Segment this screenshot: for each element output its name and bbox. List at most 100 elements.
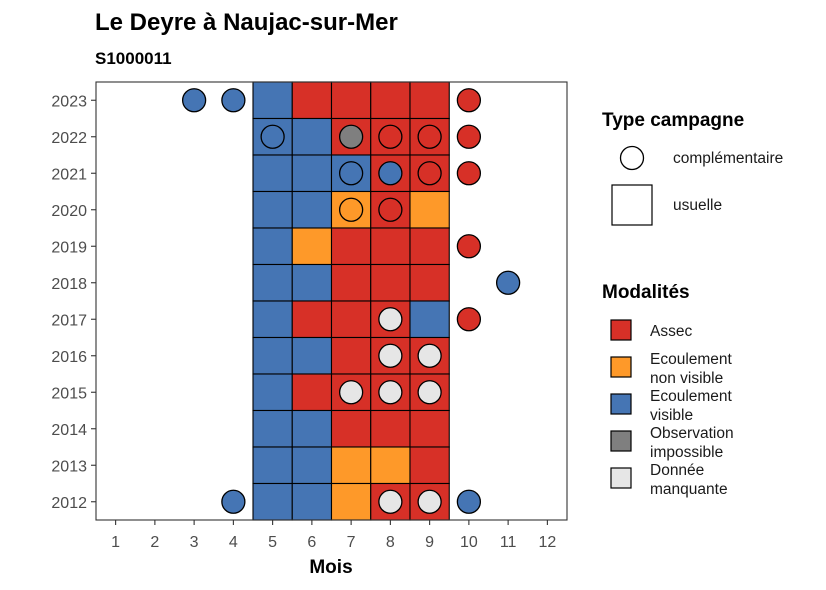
comp-point-2012-9 xyxy=(417,489,442,514)
comp-point-2015-7 xyxy=(338,380,364,405)
usual-cell-2013-9 xyxy=(409,446,450,485)
comp-point-2015-8 xyxy=(378,380,403,405)
usual-cell-2017-5 xyxy=(252,300,293,339)
complementary-points-layer xyxy=(181,88,521,514)
usual-cell-2018-5 xyxy=(252,263,293,302)
usual-cell-2014-8 xyxy=(370,409,411,448)
comp-point-2022-9 xyxy=(417,124,442,149)
chart-title: Le Deyre à Naujac-sur-Mer xyxy=(95,9,398,36)
comp-point-2020-7 xyxy=(338,197,364,222)
legend-complementaire-label: complémentaire xyxy=(673,150,783,167)
legend-label-donnee_manquante: Donnée manquante xyxy=(650,462,728,498)
comp-point-2012-10 xyxy=(456,489,482,514)
usual-cell-2019-8 xyxy=(370,227,411,266)
usual-cell-2013-5 xyxy=(252,446,293,485)
x-tick-label: 1 xyxy=(111,534,120,551)
usual-cell-2020-6 xyxy=(291,190,333,229)
legend-label-ecoulement_visible: Ecoulement visible xyxy=(650,388,733,424)
usual-cell-2012-6 xyxy=(291,482,333,521)
usual-cell-2020-5 xyxy=(252,190,293,229)
comp-point-2023-3 xyxy=(181,88,207,113)
legend-label-observation_impossible: Observation impossible xyxy=(650,425,734,461)
usual-cell-2015-5 xyxy=(252,373,293,412)
usual-cells-layer xyxy=(252,81,450,521)
comp-point-2015-9 xyxy=(417,380,442,405)
y-tick-label: 2020 xyxy=(51,203,87,220)
usual-cell-2013-6 xyxy=(291,446,333,485)
x-tick-label: 10 xyxy=(460,534,478,551)
usual-cell-2023-9 xyxy=(409,81,450,120)
usual-cell-2014-7 xyxy=(330,409,372,448)
legend-key-assec xyxy=(610,319,632,341)
comp-point-2021-9 xyxy=(417,161,442,186)
legend-key-ecoulement_non_visible xyxy=(610,356,632,378)
usual-cell-2014-6 xyxy=(291,409,333,448)
legend-key-ecoulement_visible xyxy=(610,393,632,415)
legend-modalites: Modalités Assec Ecoulement non visibleEcou… xyxy=(602,282,734,498)
comp-point-2022-8 xyxy=(378,124,403,149)
x-tick-label: 9 xyxy=(425,534,434,551)
comp-point-2022-7 xyxy=(338,124,364,149)
usual-cell-2013-8 xyxy=(370,446,411,485)
usual-cell-2021-5 xyxy=(252,154,293,193)
comp-point-2021-7 xyxy=(338,161,364,186)
y-tick-label: 2013 xyxy=(51,458,87,475)
chart-subtitle: S1000011 xyxy=(95,49,172,68)
x-tick-label: 6 xyxy=(307,534,316,551)
usual-cell-2022-6 xyxy=(291,117,333,156)
usual-cell-2014-5 xyxy=(252,409,293,448)
usual-cell-2017-6 xyxy=(291,300,333,339)
x-tick-label: 4 xyxy=(229,534,238,551)
y-tick-label: 2017 xyxy=(51,312,87,329)
comp-point-2018-11 xyxy=(495,270,521,295)
comp-point-2017-8 xyxy=(378,307,403,332)
usual-cell-2013-7 xyxy=(330,446,372,485)
comp-point-2017-10 xyxy=(456,307,482,332)
x-axis-title: Mois xyxy=(309,557,352,578)
x-tick-label: 12 xyxy=(538,534,556,551)
usual-cell-2016-5 xyxy=(252,336,293,375)
x-tick-label: 8 xyxy=(386,534,395,551)
comp-point-2016-8 xyxy=(378,343,403,368)
legend-modalites-title: Modalités xyxy=(602,282,690,303)
legend-type-title: Type campagne xyxy=(602,110,744,131)
comp-point-2023-4 xyxy=(221,88,246,113)
usual-cell-2014-9 xyxy=(409,409,450,448)
plot-border xyxy=(95,81,568,521)
y-tick-label: 2019 xyxy=(51,239,87,256)
legend-usuelle-label: usuelle xyxy=(673,197,722,214)
comp-point-2012-4 xyxy=(221,489,246,514)
comp-point-2016-9 xyxy=(417,343,442,368)
comp-point-2023-10 xyxy=(456,88,482,113)
comp-point-2022-10 xyxy=(456,124,482,149)
legend-complementaire-key xyxy=(619,145,645,171)
x-axis: 1 2 3 4 5 6 7 8 9 10 11 12 xyxy=(111,520,556,551)
legend-label-assec: Assec xyxy=(650,323,692,340)
y-tick-label: 2021 xyxy=(51,166,87,183)
usual-cell-2019-7 xyxy=(330,227,372,266)
x-tick-label: 11 xyxy=(500,534,517,551)
usual-cell-2016-6 xyxy=(291,336,333,375)
y-tick-label: 2012 xyxy=(51,495,87,512)
y-tick-label: 2018 xyxy=(51,276,87,293)
usual-cell-2019-5 xyxy=(252,227,293,266)
legend-key-observation_impossible xyxy=(610,430,632,452)
usual-cell-2023-7 xyxy=(330,81,372,120)
usual-cell-2016-7 xyxy=(330,336,372,375)
x-tick-label: 2 xyxy=(150,534,159,551)
comp-point-2012-8 xyxy=(378,489,403,514)
usual-cell-2018-8 xyxy=(370,263,411,302)
comp-point-2021-8 xyxy=(378,161,403,186)
comp-point-2022-5 xyxy=(260,124,285,149)
comp-point-2019-10 xyxy=(456,234,482,259)
legend-key-donnee_manquante xyxy=(610,467,632,489)
y-axis: 2012 2013 2014 2015 2016 2017 2018 2019 2020 2021… xyxy=(51,93,96,512)
y-tick-label: 2015 xyxy=(51,385,87,402)
usual-cell-2018-7 xyxy=(330,263,372,302)
usual-cell-2019-9 xyxy=(409,227,450,266)
legend-type-campagne: Type campagne complémentaire usuelle xyxy=(602,110,783,226)
usual-cell-2017-7 xyxy=(330,300,372,339)
usual-cell-2023-6 xyxy=(291,81,333,120)
y-tick-label: 2022 xyxy=(51,130,87,147)
y-tick-label: 2023 xyxy=(51,93,87,110)
